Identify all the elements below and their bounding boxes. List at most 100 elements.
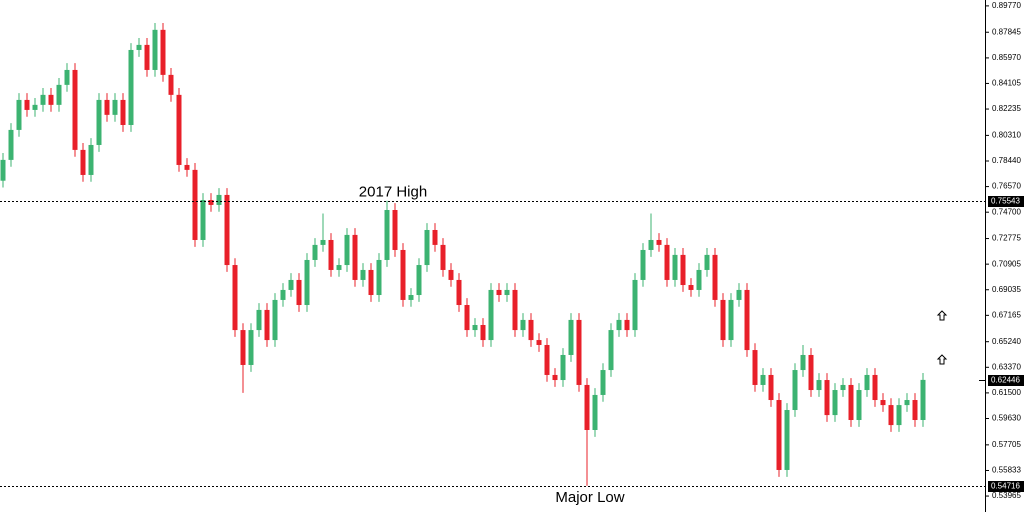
candle-body	[192, 169, 198, 240]
candle-body	[72, 69, 78, 150]
candle-body	[728, 299, 734, 341]
candle-body	[824, 380, 830, 416]
candle-body	[432, 229, 438, 245]
candle-body	[40, 94, 46, 105]
candle-body	[216, 194, 222, 205]
y-tick-label: 0.85970	[992, 53, 1021, 62]
candle-body	[600, 370, 606, 395]
candle-body	[336, 265, 342, 270]
candle-body	[544, 344, 550, 375]
candle-body	[672, 254, 678, 280]
candle-body	[520, 319, 526, 331]
candle-body	[112, 99, 118, 115]
y-tick-label: 0.78440	[992, 156, 1021, 165]
candle-body	[440, 244, 446, 270]
candle-body	[64, 69, 70, 85]
candle-body	[592, 394, 598, 430]
candle-body	[416, 265, 422, 296]
candle-body	[832, 390, 838, 416]
candle-body	[736, 289, 742, 300]
candle-body	[208, 200, 214, 205]
candle-body	[288, 279, 294, 290]
candle-body	[896, 405, 902, 426]
candle-body	[792, 370, 798, 411]
candle-body	[920, 379, 926, 421]
candle-body	[32, 104, 38, 110]
candle-body	[904, 400, 910, 406]
candle-body	[664, 244, 670, 280]
arrow-icon	[936, 310, 948, 321]
candle-body	[680, 254, 686, 286]
candle-body	[656, 239, 662, 245]
y-tick-label: 0.82235	[992, 104, 1021, 113]
candle-body	[864, 374, 870, 391]
price-tag	[988, 375, 1024, 386]
candle-body	[448, 269, 454, 280]
y-tick-label: 0.67165	[992, 310, 1021, 319]
candle-body	[136, 44, 142, 50]
candle-body	[56, 84, 62, 105]
candle-body	[24, 99, 30, 110]
y-tick-label: 0.87845	[992, 27, 1021, 36]
candle-body	[840, 384, 846, 391]
candle-body	[872, 374, 878, 401]
candle-body	[88, 144, 94, 175]
candle-body	[576, 319, 582, 385]
candle-body	[16, 99, 22, 130]
candle-body	[160, 29, 166, 75]
candle-body	[168, 74, 174, 95]
candle-body	[80, 149, 86, 175]
y-tick-label: 0.55833	[992, 466, 1021, 475]
candle-body	[408, 295, 414, 300]
candle-body	[368, 269, 374, 296]
y-tick-label: 0.80310	[992, 131, 1021, 140]
candle-body	[712, 254, 718, 300]
candle-body	[256, 309, 262, 331]
candle-body	[488, 289, 494, 341]
candle-body	[240, 330, 246, 365]
candle-body	[504, 289, 510, 296]
annotation: Major Low	[555, 489, 624, 506]
y-tick-label: 0.59630	[992, 414, 1021, 423]
candle-body	[800, 354, 806, 371]
y-tick-label: 0.89770	[992, 1, 1021, 10]
candle-body	[248, 330, 254, 365]
candle-body	[376, 259, 382, 296]
candle-body	[304, 259, 310, 306]
candle-body	[344, 234, 350, 266]
candle-body	[688, 285, 694, 290]
candle-body	[104, 99, 110, 115]
candle-body	[120, 99, 126, 125]
candle-body	[848, 384, 854, 421]
candle-body	[232, 265, 238, 331]
candle-body	[472, 324, 478, 331]
price-tag-label: 0.62446	[991, 376, 1020, 385]
candle-body	[392, 210, 398, 250]
y-tick-label: 0.61500	[992, 388, 1021, 397]
y-tick-label: 0.65240	[992, 337, 1021, 346]
y-tick-label: 0.70905	[992, 259, 1021, 268]
y-tick-label: 0.76570	[992, 182, 1021, 191]
candle-body	[0, 159, 6, 181]
annotation: 2017 High	[359, 184, 427, 201]
candle-body	[768, 374, 774, 401]
candle-body	[384, 210, 390, 260]
candle-body	[496, 289, 502, 296]
y-tick-label: 0.53965	[992, 491, 1021, 500]
candle-body	[184, 164, 190, 170]
candle-body	[48, 94, 54, 105]
candle-body	[616, 319, 622, 331]
candle-body	[696, 269, 702, 290]
candle-body	[608, 330, 614, 371]
candle-body	[568, 319, 574, 355]
candle-body	[624, 319, 630, 331]
candle-body	[816, 380, 822, 391]
price-tag-label: 0.54716	[991, 482, 1020, 491]
candle-body	[360, 269, 366, 280]
candle-body	[776, 400, 782, 470]
candle-body	[752, 350, 758, 385]
price-tag	[988, 196, 1024, 207]
candle-body	[328, 239, 334, 270]
